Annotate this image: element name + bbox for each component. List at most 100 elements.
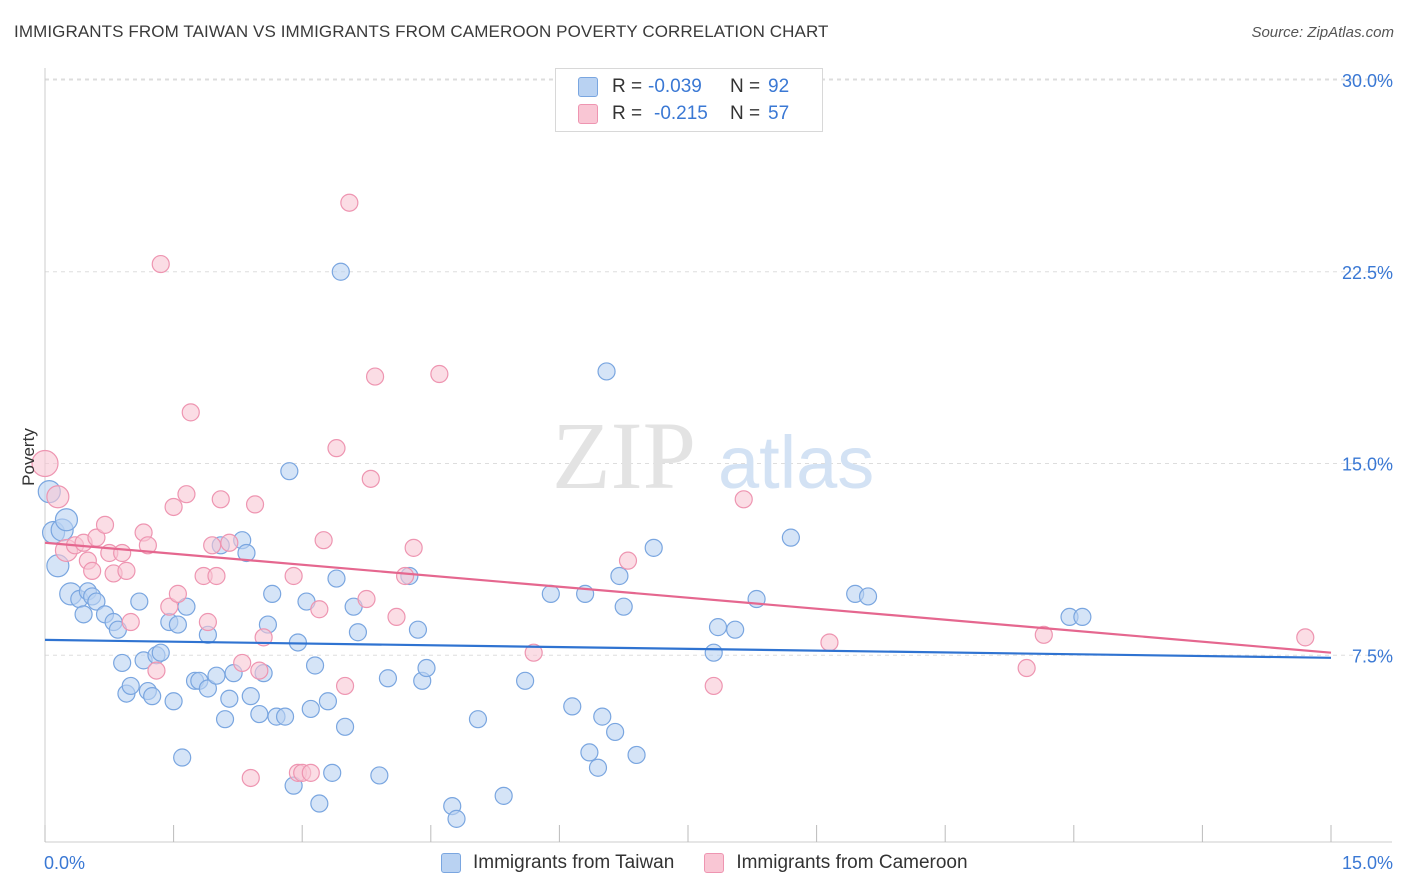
point-taiwan <box>606 722 625 742</box>
y-tick-label: 22.5% <box>1342 263 1393 283</box>
point-cameroon <box>327 439 346 458</box>
point-taiwan <box>113 653 132 673</box>
legend-row-taiwan: R = -0.039 N = 92 <box>578 74 789 100</box>
point-cameroon <box>254 628 273 647</box>
point-taiwan <box>781 528 800 547</box>
point-cameroon <box>310 600 329 619</box>
point-taiwan <box>335 717 355 736</box>
legend-r-value: -0.215 <box>654 103 708 124</box>
point-cameroon <box>95 515 115 534</box>
point-taiwan <box>370 766 389 785</box>
legend-r-label: R = <box>612 76 643 97</box>
point-cameroon <box>430 364 449 384</box>
series-legend-cameroon[interactable]: Immigrants from Cameroon <box>704 852 968 874</box>
point-taiwan <box>348 623 368 642</box>
x-tick-label: 15.0% <box>1342 853 1393 873</box>
point-cameroon <box>704 676 723 696</box>
series-legend-taiwan[interactable]: Immigrants from Taiwan <box>441 852 674 874</box>
point-taiwan <box>327 569 346 588</box>
point-taiwan <box>588 758 608 777</box>
point-taiwan <box>1073 607 1092 627</box>
source-label: Source: ZipAtlas.com <box>1251 24 1394 41</box>
point-taiwan <box>143 687 162 706</box>
point-taiwan <box>305 656 325 675</box>
point-cameroon <box>1296 628 1315 647</box>
point-taiwan <box>151 643 170 662</box>
point-taiwan <box>627 745 646 765</box>
point-taiwan <box>408 620 428 639</box>
point-cameroon <box>245 495 265 514</box>
point-cameroon <box>117 561 136 580</box>
point-taiwan <box>494 786 513 805</box>
legend-n-label: N = <box>730 103 761 124</box>
point-cameroon <box>365 367 385 386</box>
point-taiwan <box>207 666 226 685</box>
point-cameroon <box>618 551 638 570</box>
point-cameroon <box>314 531 333 550</box>
point-taiwan <box>323 763 342 782</box>
series-swatch-cameroon <box>704 853 725 873</box>
legend-swatch-cameroon <box>578 104 598 124</box>
point-cameroon <box>121 612 140 632</box>
watermark-atlas: atlas <box>718 421 874 504</box>
y-tick-label: 30.0% <box>1342 71 1393 91</box>
point-taiwan <box>168 615 187 634</box>
legend: R = -0.039 N = 92 R = -0.215 N = 57 <box>555 68 823 132</box>
point-cameroon <box>177 485 196 504</box>
point-taiwan <box>593 707 612 726</box>
point-cameroon <box>361 469 380 488</box>
point-cameroon <box>233 653 252 673</box>
point-taiwan <box>708 618 728 637</box>
point-taiwan <box>220 689 239 708</box>
grid-lines <box>45 78 1392 656</box>
point-cameroon <box>211 490 230 509</box>
point-taiwan <box>250 704 269 724</box>
point-cameroon <box>113 543 132 563</box>
y-axis-label: Poverty <box>19 428 38 486</box>
point-cameroon <box>207 566 226 586</box>
point-cameroon <box>820 633 839 652</box>
point-taiwan <box>164 692 183 711</box>
point-cameroon <box>241 768 260 788</box>
point-cameroon <box>1017 658 1036 678</box>
legend-r-value: -0.039 <box>648 76 702 97</box>
point-cameroon <box>168 584 187 603</box>
point-cameroon <box>524 643 543 662</box>
point-cameroon <box>220 533 239 552</box>
legend-n-label: N = <box>730 76 761 97</box>
point-taiwan <box>215 710 235 729</box>
data-points <box>31 193 1315 828</box>
point-taiwan <box>378 669 398 688</box>
watermark-zip: ZIP <box>552 402 696 509</box>
point-taiwan <box>447 809 466 828</box>
point-cameroon <box>395 566 415 586</box>
point-taiwan <box>130 592 149 611</box>
series-label-taiwan: Immigrants from Taiwan <box>473 852 675 873</box>
point-taiwan <box>858 587 878 606</box>
point-taiwan <box>417 658 436 678</box>
point-cameroon <box>357 589 376 609</box>
legend-row-cameroon: R = -0.215 N = 57 <box>578 101 789 127</box>
point-taiwan <box>468 710 488 729</box>
legend-n-value: 92 <box>768 76 790 97</box>
point-cameroon <box>138 536 157 555</box>
point-cameroon <box>340 193 359 212</box>
point-cameroon <box>1034 625 1053 644</box>
point-cameroon <box>181 403 200 422</box>
trend-line-cameroon <box>44 541 1332 654</box>
point-taiwan <box>597 362 616 381</box>
point-cameroon <box>335 676 355 696</box>
point-taiwan <box>275 707 295 726</box>
point-taiwan <box>644 538 663 557</box>
point-taiwan <box>614 597 633 616</box>
point-cameroon <box>404 538 423 557</box>
point-cameroon <box>164 497 183 517</box>
x-tick-label: 0.0% <box>44 853 85 873</box>
legend-n-value: 57 <box>768 103 790 124</box>
legend-swatch-taiwan <box>578 77 598 97</box>
point-taiwan <box>121 676 140 696</box>
point-cameroon <box>734 490 753 509</box>
point-taiwan <box>301 699 320 719</box>
point-cameroon <box>147 661 166 680</box>
